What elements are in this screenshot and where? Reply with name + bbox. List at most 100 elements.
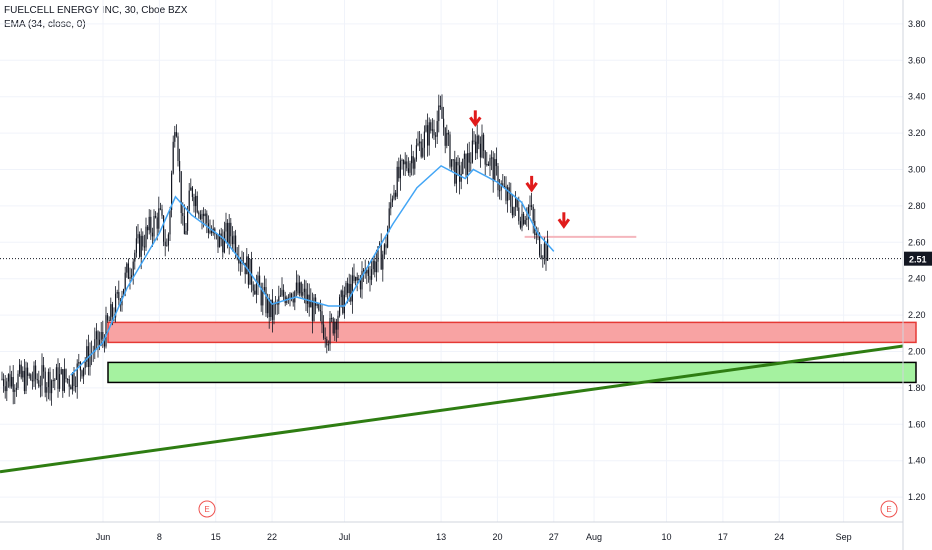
candle-body	[500, 183, 502, 191]
y-tick-label: 3.40	[908, 92, 926, 102]
candle-body	[539, 233, 541, 256]
candle-body	[233, 235, 235, 245]
candle-body	[449, 134, 451, 167]
candle-body	[465, 153, 467, 176]
candle-body	[188, 190, 190, 211]
candle-body	[318, 304, 320, 311]
y-tick-label: 1.80	[908, 383, 926, 393]
candle-body	[324, 337, 326, 340]
y-tick-label: 1.60	[908, 419, 926, 429]
candle-body	[28, 374, 30, 376]
candle-body	[292, 299, 294, 303]
candle-body	[30, 374, 32, 381]
candle-body	[166, 245, 168, 247]
candle-body	[209, 230, 211, 233]
earnings-marker-circle	[880, 500, 898, 518]
candle-body	[475, 141, 477, 154]
candle-body	[123, 289, 125, 296]
candle-body	[329, 317, 331, 345]
candle-body	[180, 171, 182, 213]
candle-body	[335, 321, 337, 330]
candle-body	[334, 321, 336, 334]
last-price-label: 2.51	[909, 255, 927, 265]
candle-body	[22, 370, 24, 378]
y-tick-label: 1.20	[908, 492, 926, 502]
candle-body	[19, 364, 21, 374]
candle-body	[204, 213, 206, 217]
y-tick-label: 3.20	[908, 128, 926, 138]
candle-body	[126, 263, 128, 273]
earnings-marker[interactable]: E	[198, 500, 216, 518]
candle-body	[89, 353, 91, 367]
candle-body	[350, 283, 352, 302]
y-tick-label: 2.20	[908, 310, 926, 320]
candle-body	[414, 159, 416, 169]
candle-body	[403, 159, 405, 165]
candle-body	[430, 122, 432, 131]
candle-body	[273, 304, 275, 320]
candle-body	[94, 339, 96, 353]
earnings-marker-label: E	[886, 505, 891, 514]
candle-body	[276, 303, 278, 305]
candle-body	[111, 304, 113, 317]
candle-body	[14, 389, 16, 392]
candle-body	[225, 222, 227, 232]
candle-body	[174, 132, 176, 142]
candle-body	[543, 243, 545, 258]
candle-body	[169, 209, 171, 235]
candle-body	[422, 147, 424, 157]
candle-body	[447, 132, 449, 135]
candle-body	[55, 367, 57, 380]
candle-body	[446, 132, 448, 146]
candle-body	[103, 338, 105, 347]
ema-line	[70, 164, 555, 376]
candle-body	[473, 140, 475, 142]
candle-body	[102, 331, 104, 339]
candle-body	[387, 229, 389, 248]
candle-body	[459, 165, 461, 182]
indicator-label[interactable]: EMA (34, close, 0)	[4, 19, 86, 30]
candle-body	[523, 213, 525, 225]
support-zone	[107, 361, 917, 384]
candle-body	[263, 287, 265, 291]
candle-body	[547, 239, 549, 261]
candle-body	[353, 275, 355, 282]
earnings-marker[interactable]: E	[880, 500, 898, 518]
candle-body	[499, 190, 501, 192]
candle-body	[231, 236, 233, 245]
candle-body	[540, 255, 542, 258]
candle-body	[483, 134, 485, 151]
candle-body	[332, 318, 334, 334]
candle-body	[145, 226, 147, 248]
candle-body	[433, 129, 435, 136]
candle-body	[68, 379, 70, 387]
candle-body	[135, 238, 137, 253]
candle-body	[396, 166, 398, 197]
candle-body	[356, 276, 358, 281]
candle-body	[153, 215, 155, 237]
candle-body	[487, 163, 489, 166]
candle-body	[503, 186, 505, 188]
candle-body	[52, 380, 54, 382]
candle-body	[542, 257, 544, 259]
candle-body	[63, 369, 65, 391]
candle-body	[108, 320, 110, 322]
candle-body	[127, 263, 129, 279]
candle-body	[300, 282, 302, 296]
candle-body	[502, 183, 504, 187]
candle-body	[179, 161, 181, 172]
candle-body	[211, 230, 213, 234]
candle-body	[175, 132, 177, 137]
candle-body	[532, 206, 534, 221]
candle-body	[110, 304, 112, 321]
symbol-title[interactable]: FUELCELL ENERGY INC, 30, Cboe BZX	[4, 5, 188, 16]
candle-body	[347, 282, 349, 294]
candle-body	[259, 275, 261, 287]
candle-body	[206, 213, 208, 224]
candle-body	[59, 374, 61, 389]
candle-body	[142, 235, 144, 247]
candle-body	[366, 269, 368, 274]
candle-body	[44, 371, 46, 393]
candle-body	[524, 219, 526, 225]
